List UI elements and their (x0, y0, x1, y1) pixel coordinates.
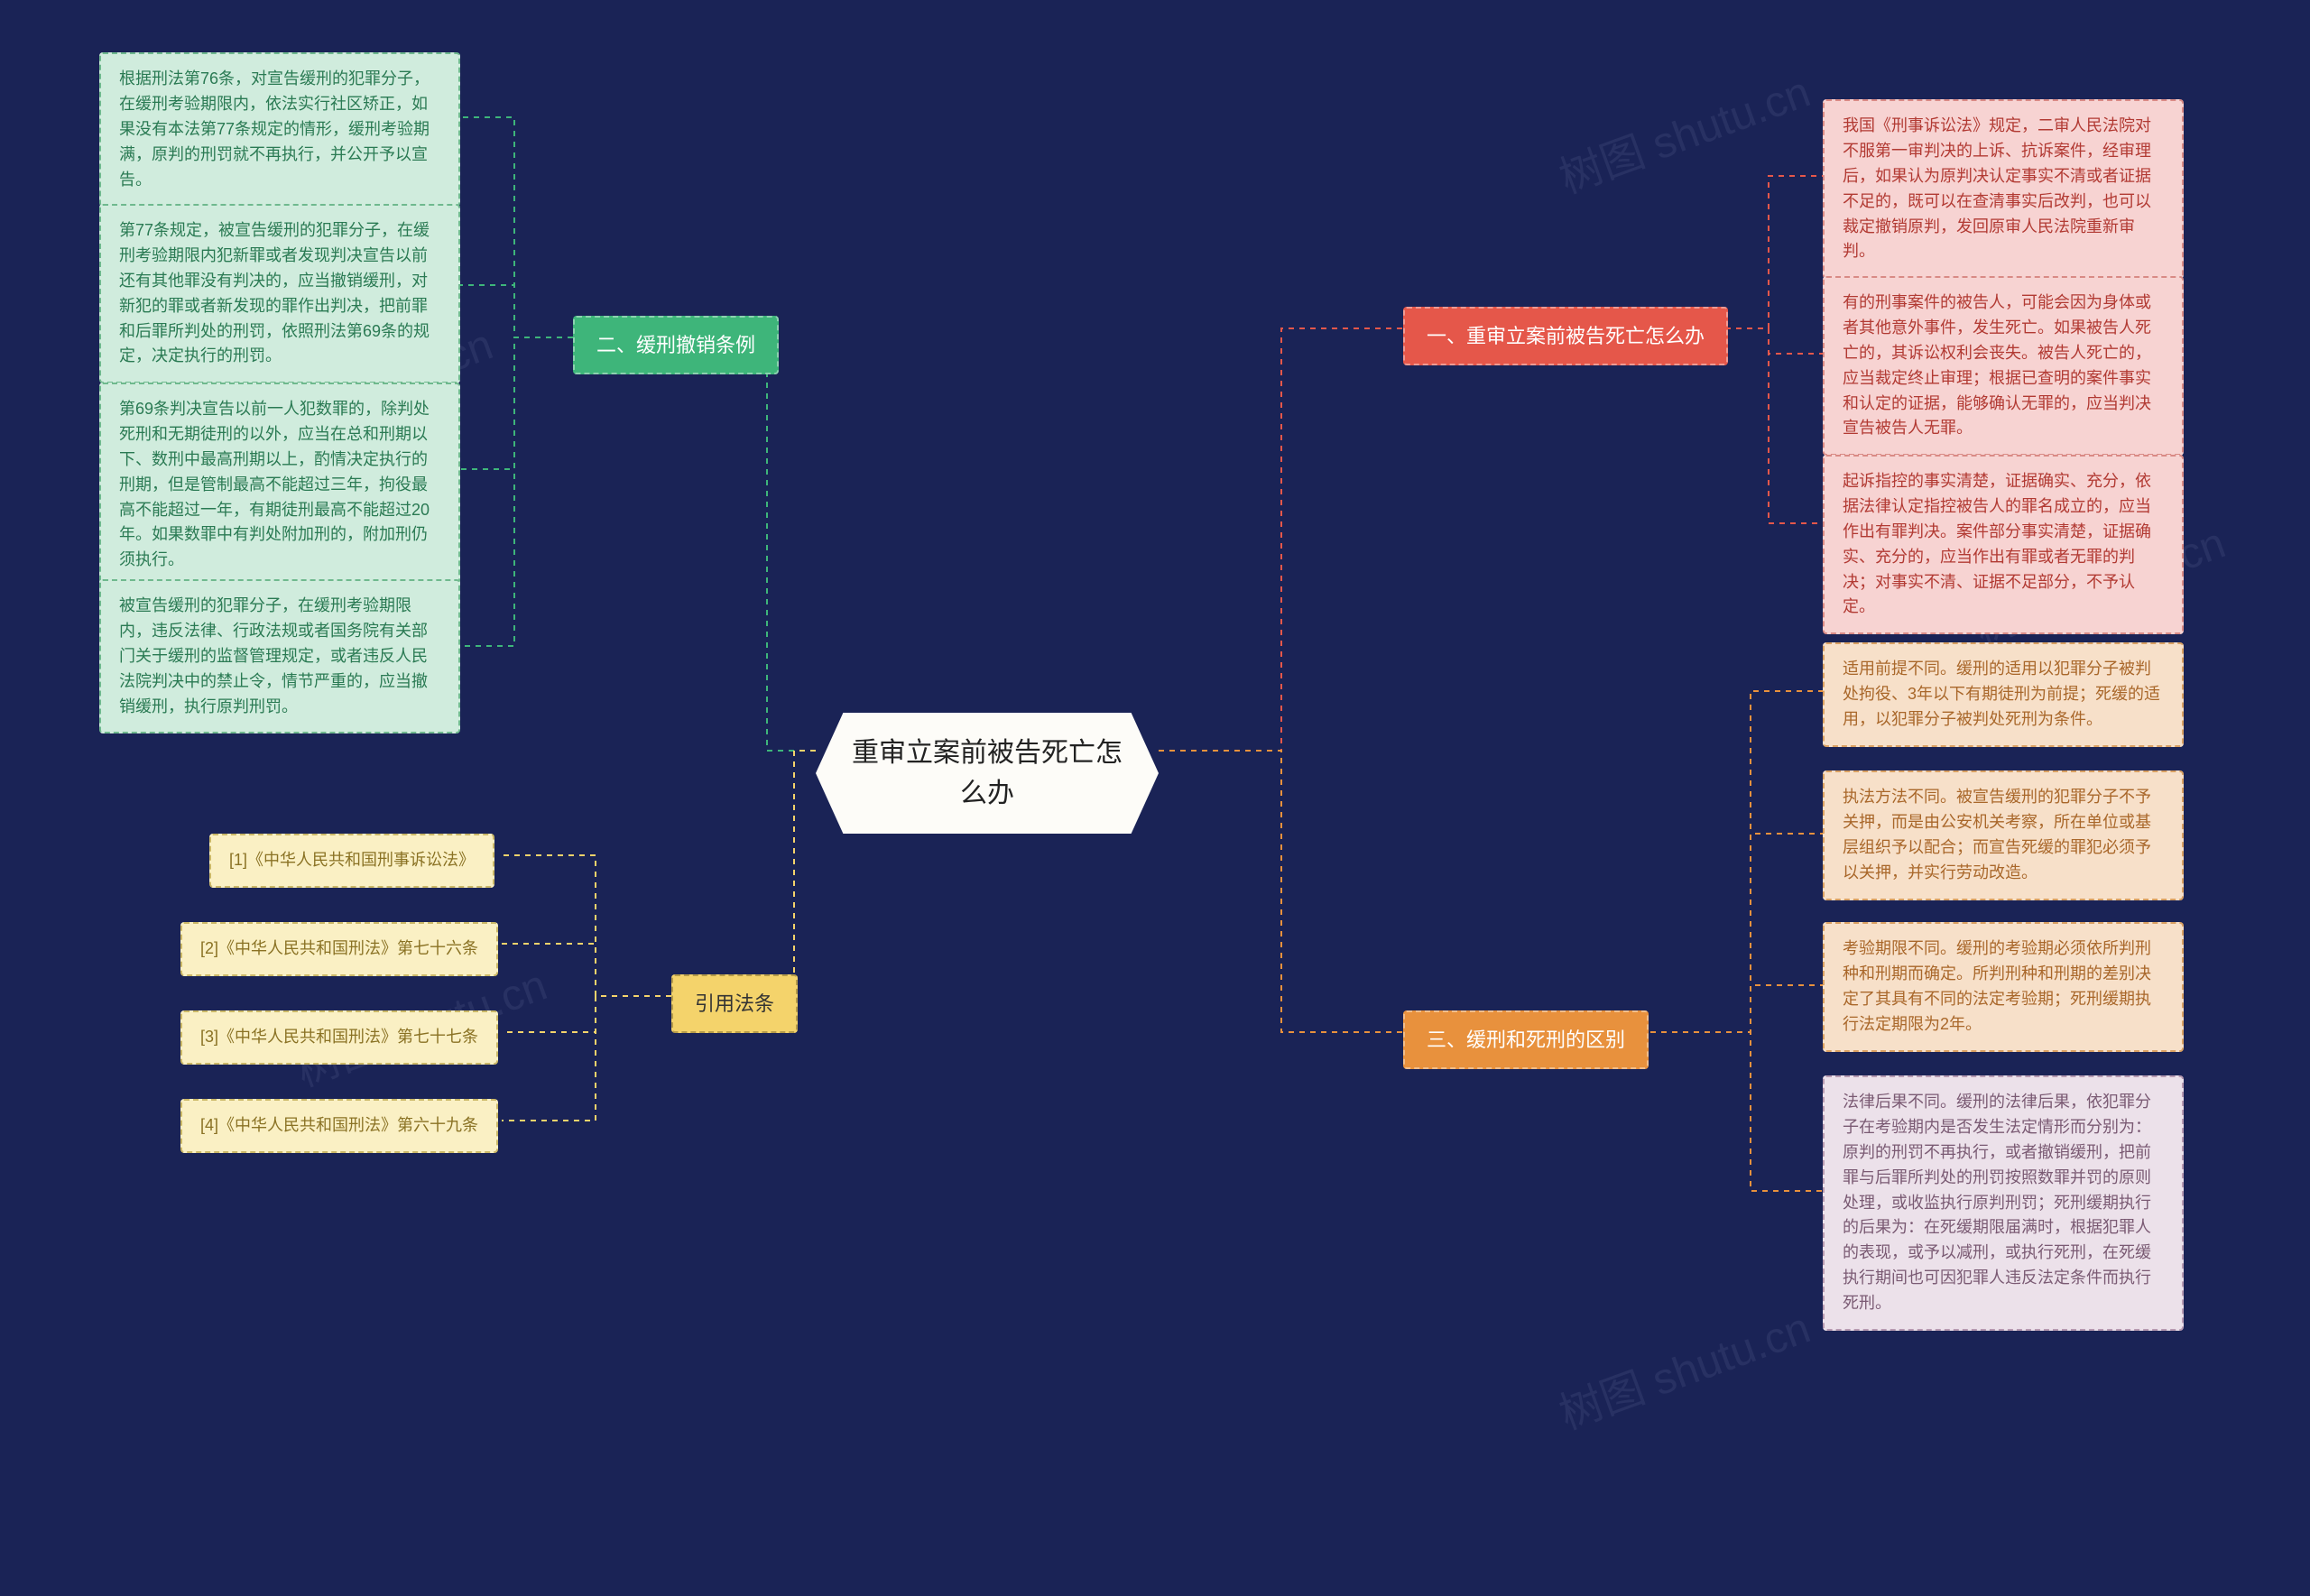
leaf-b4-3[interactable]: [4]《中华人民共和国刑法》第六十九条 (180, 1099, 498, 1153)
leaf-b1-0[interactable]: 我国《刑事诉讼法》规定，二审人民法院对不服第一审判决的上诉、抗诉案件，经审理后，… (1823, 99, 2184, 279)
branch-b2[interactable]: 二、缓刑撤销条例 (573, 316, 779, 374)
leaf-b1-1[interactable]: 有的刑事案件的被告人，可能会因为身体或者其他意外事件，发生死亡。如果被告人死亡的… (1823, 276, 2184, 456)
watermark: 树图 shutu.cn (1549, 1292, 1817, 1441)
leaf-b3-2[interactable]: 考验期限不同。缓刑的考验期必须依所判刑种和刑期而确定。所判刑种和刑期的差别决定了… (1823, 922, 2184, 1052)
leaf-b3-3[interactable]: 法律后果不同。缓刑的法律后果，依犯罪分子在考验期内是否发生法定情形而分别为：原判… (1823, 1075, 2184, 1331)
branch-b3[interactable]: 三、缓刑和死刑的区别 (1403, 1010, 1649, 1069)
leaf-b4-0[interactable]: [1]《中华人民共和国刑事诉讼法》 (209, 834, 494, 888)
leaf-b2-0[interactable]: 根据刑法第76条，对宣告缓刑的犯罪分子，在缓刑考验期限内，依法实行社区矫正，如果… (99, 52, 460, 207)
branch-b1[interactable]: 一、重审立案前被告死亡怎么办 (1403, 307, 1728, 365)
leaf-b3-1[interactable]: 执法方法不同。被宣告缓刑的犯罪分子不予关押，而是由公安机关考察，所在单位或基层组… (1823, 770, 2184, 900)
branch-b4[interactable]: 引用法条 (671, 974, 798, 1033)
leaf-b2-3[interactable]: 被宣告缓刑的犯罪分子，在缓刑考验期限内，违反法律、行政法规或者国务院有关部门关于… (99, 579, 460, 733)
center-topic[interactable]: 重审立案前被告死亡怎么办 (816, 713, 1159, 834)
leaf-b2-1[interactable]: 第77条规定，被宣告缓刑的犯罪分子，在缓刑考验期限内犯新罪或者发现判决宣告以前还… (99, 204, 460, 383)
leaf-b4-1[interactable]: [2]《中华人民共和国刑法》第七十六条 (180, 922, 498, 976)
watermark: 树图 shutu.cn (1549, 56, 1817, 205)
leaf-b3-0[interactable]: 适用前提不同。缓刑的适用以犯罪分子被判处拘役、3年以下有期徒刑为前提；死缓的适用… (1823, 642, 2184, 747)
leaf-b2-2[interactable]: 第69条判决宣告以前一人犯数罪的，除判处死刑和无期徒刑的以外，应当在总和刑期以下… (99, 383, 460, 587)
leaf-b1-2[interactable]: 起诉指控的事实清楚，证据确实、充分，依据法律认定指控被告人的罪名成立的，应当作出… (1823, 455, 2184, 634)
leaf-b4-2[interactable]: [3]《中华人民共和国刑法》第七十七条 (180, 1010, 498, 1065)
